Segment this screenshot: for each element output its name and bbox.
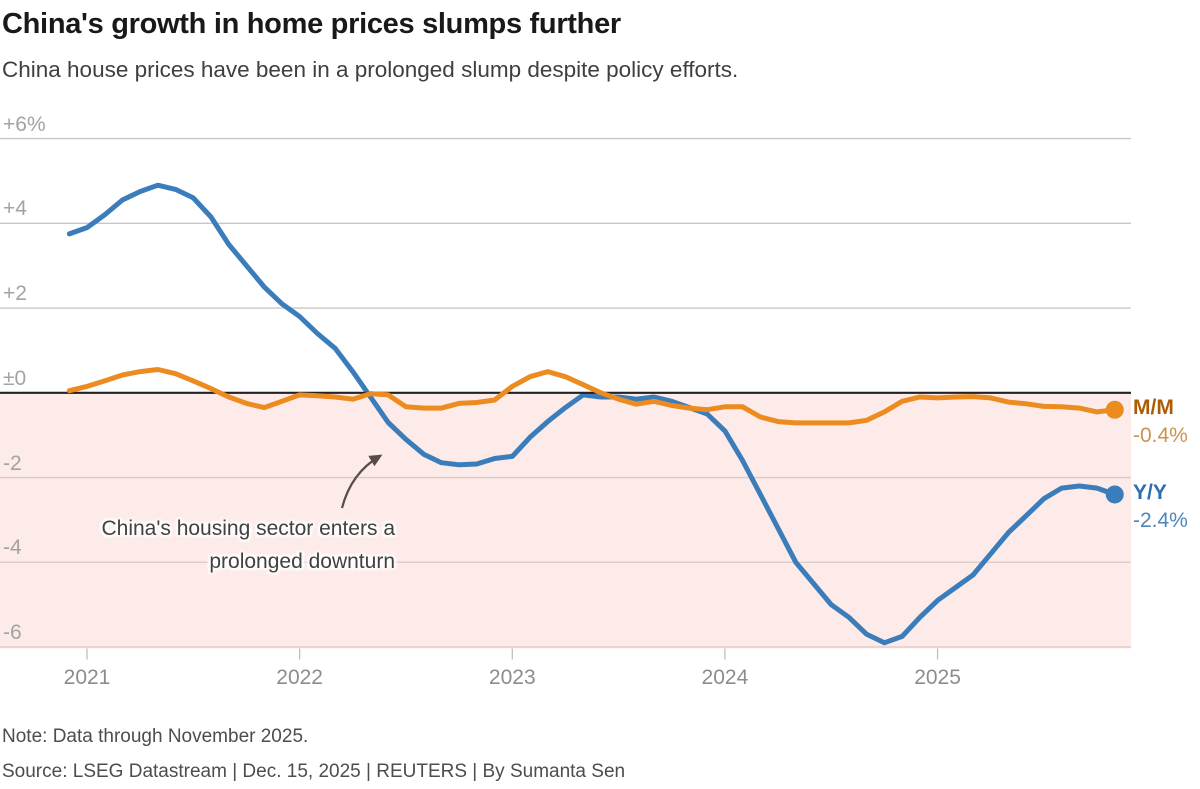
yy-series-label: Y/Y [1133, 481, 1167, 505]
mm-endpoint-dot [1105, 400, 1124, 419]
annotation-arrow [340, 454, 383, 509]
chart-annotation: China's housing sector enters a prolonge… [0, 512, 395, 578]
y-axis-label: -4 [3, 536, 22, 560]
y-axis-label: +6% [3, 112, 46, 136]
y-axis-label: +4 [3, 197, 27, 221]
yy-latest-value: -2.4% [1133, 509, 1188, 533]
negative-region [0, 392, 1131, 649]
x-tick-marks [86, 648, 939, 660]
mm-latest-value: -0.4% [1133, 423, 1188, 447]
x-axis-label: 2025 [914, 666, 961, 689]
x-axis-label: 2022 [276, 666, 323, 689]
x-axis-label: 2023 [488, 666, 536, 689]
x-axis-label: 2021 [63, 666, 111, 689]
yy-line [66, 182, 1118, 646]
y-axis-label: -2 [3, 451, 22, 475]
mm-series-label: M/M [1133, 395, 1174, 419]
yy-endpoint-dot [1105, 485, 1124, 504]
chart-source: Source: LSEG Datastream | Dec. 15, 2025 … [2, 761, 626, 782]
gridlines [0, 137, 1131, 648]
annotation-line-1: China's housing sector enters a [101, 517, 395, 540]
y-axis-label: +2 [3, 282, 27, 306]
mm-line [66, 367, 1118, 426]
chart-subtitle: China house prices have been in a prolon… [2, 57, 739, 82]
x-axis-label: 2024 [701, 666, 749, 689]
page-title: China's growth in home prices slumps fur… [2, 8, 621, 40]
annotation-line-2: prolonged downturn [209, 550, 395, 573]
y-axis-label: -6 [3, 621, 22, 645]
y-axis-label: ±0 [3, 366, 27, 390]
chart-note: Note: Data through November 2025. [2, 726, 309, 747]
